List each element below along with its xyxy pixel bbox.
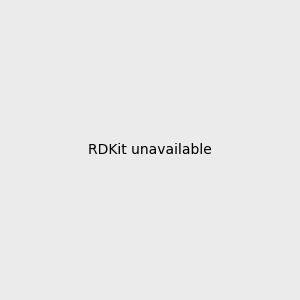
Text: RDKit unavailable: RDKit unavailable [88,143,212,157]
